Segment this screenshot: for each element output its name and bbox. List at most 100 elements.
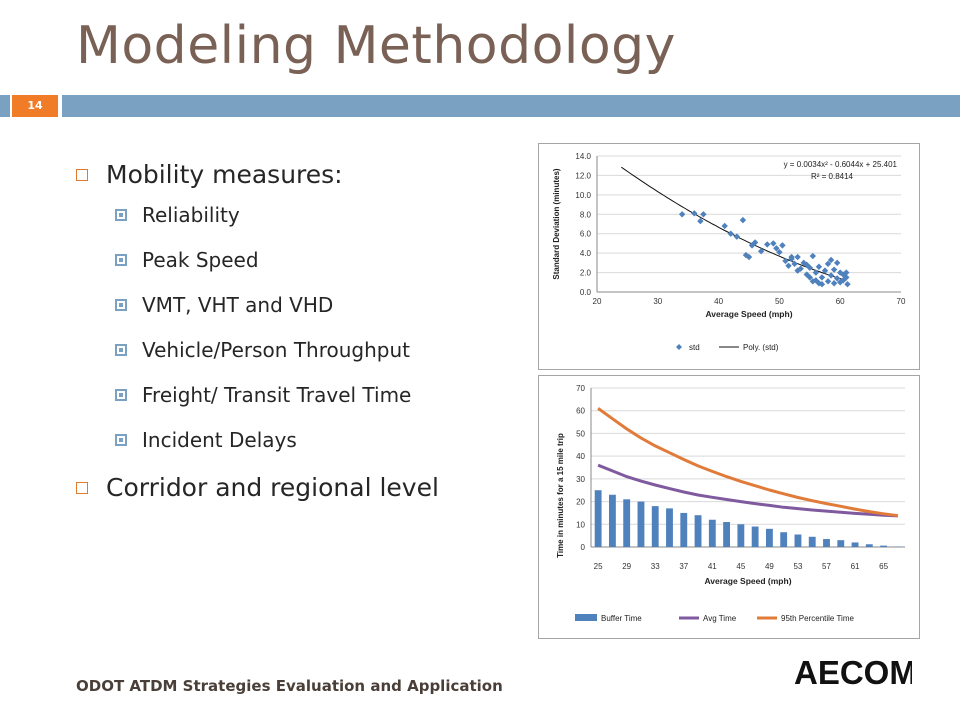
x-tick-label: 61 bbox=[851, 562, 860, 571]
x-tick-label: 50 bbox=[775, 297, 784, 306]
x-tick-label: 37 bbox=[679, 562, 688, 571]
y-tick-label: 0 bbox=[581, 543, 586, 552]
y-tick-label: 14.0 bbox=[575, 152, 591, 161]
line-avg-time bbox=[597, 463, 898, 518]
bar-buffer-time bbox=[780, 532, 788, 547]
y-tick-label: 0.0 bbox=[580, 288, 592, 297]
trendline-equation: y = 0.0034x² - 0.6044x + 25.401 bbox=[784, 160, 898, 169]
x-tick-label: 29 bbox=[622, 562, 631, 571]
bar-buffer-time bbox=[623, 499, 631, 547]
x-axis-label: Average Speed (mph) bbox=[705, 309, 792, 319]
travel-time-chart-panel: 0 10 20 30 40 50 60 70 25 29 33 37 41 45 49 53 57 61 65 Ave… bbox=[538, 375, 920, 639]
sub-bullet-peak-speed: Peak Speed bbox=[115, 248, 520, 272]
y-tick-label: 70 bbox=[576, 384, 585, 393]
y-tick-label: 6.0 bbox=[580, 230, 592, 239]
scatter-chart-panel: 0.0 2.0 4.0 6.0 8.0 10.0 12.0 14.0 20 30 40 50 60 70 y… bbox=[538, 143, 920, 370]
y-tick-label: 12.0 bbox=[575, 171, 591, 180]
scatter-point bbox=[824, 278, 832, 285]
x-tick-label: 49 bbox=[765, 562, 774, 571]
r-squared-label: R² = 0.8414 bbox=[811, 172, 854, 181]
sub-bullet-travel-time: Freight/ Transit Travel Time bbox=[115, 383, 520, 407]
scatter-point bbox=[791, 260, 798, 268]
bar-buffer-time bbox=[737, 524, 745, 547]
scatter-point bbox=[678, 211, 686, 218]
y-axis-label: Time in minutes for a 15 mile trip bbox=[556, 433, 565, 558]
aecom-logo: AECOM bbox=[794, 654, 912, 690]
bullet-mobility-measures: Mobility measures: bbox=[76, 160, 520, 189]
sub-bullet-text: Reliability bbox=[142, 203, 240, 227]
x-tick-label: 25 bbox=[594, 562, 603, 571]
x-tick-label: 41 bbox=[708, 562, 717, 571]
filled-square-bullet-icon bbox=[115, 344, 127, 356]
scatter-point bbox=[812, 269, 820, 276]
y-tick-label: 40 bbox=[576, 452, 585, 461]
scatter-point bbox=[691, 210, 698, 217]
bar-buffer-time bbox=[708, 519, 716, 547]
header-band-left bbox=[0, 95, 10, 117]
bar-buffer-time bbox=[723, 522, 731, 547]
filled-square-bullet-icon bbox=[115, 209, 127, 221]
y-tick-label: 2.0 bbox=[580, 269, 592, 278]
legend-label: Avg Time bbox=[703, 614, 737, 623]
scatter-point bbox=[782, 257, 789, 265]
sub-bullet-incident-delays: Incident Delays bbox=[115, 428, 520, 452]
filled-square-bullet-icon bbox=[115, 254, 127, 266]
sub-bullet-text: Incident Delays bbox=[142, 428, 297, 452]
x-tick-label: 53 bbox=[794, 562, 803, 571]
scatter-point bbox=[727, 230, 734, 237]
bar-buffer-time bbox=[680, 512, 688, 547]
legend-label: 95th Percentile Time bbox=[781, 614, 854, 623]
bar-buffer-time bbox=[823, 539, 830, 547]
scatter-point bbox=[785, 262, 792, 269]
scatter-point bbox=[779, 242, 786, 249]
sub-bullet-reliability: Reliability bbox=[115, 203, 520, 227]
filled-square-bullet-icon bbox=[115, 299, 127, 311]
x-tick-label: 30 bbox=[653, 297, 662, 306]
bar-buffer-time bbox=[694, 515, 702, 547]
y-tick-label: 10 bbox=[576, 520, 585, 529]
sub-bullet-text: VMT, VHT and VHD bbox=[142, 293, 334, 317]
sub-bullet-throughput: Vehicle/Person Throughput bbox=[115, 338, 520, 362]
scatter-point bbox=[764, 241, 771, 248]
x-tick-label: 33 bbox=[651, 562, 660, 571]
bullet-list: Mobility measures: Reliability Peak Spee… bbox=[76, 160, 520, 516]
y-tick-label: 20 bbox=[576, 498, 585, 507]
legend-marker-buffer-time bbox=[575, 614, 597, 621]
scatter-point bbox=[830, 280, 838, 287]
bullet-text: Corridor and regional level bbox=[106, 473, 439, 502]
bar-buffer-time bbox=[594, 490, 602, 547]
bar-buffer-time bbox=[765, 528, 773, 547]
legend-label: Poly. (std) bbox=[743, 343, 779, 352]
legend-label: std bbox=[689, 343, 700, 352]
trendline bbox=[621, 166, 847, 281]
x-tick-label: 70 bbox=[897, 297, 906, 306]
scatter-point bbox=[830, 266, 838, 273]
travel-time-chart: 0 10 20 30 40 50 60 70 25 29 33 37 41 45 49 53 57 61 65 Ave… bbox=[556, 384, 905, 623]
x-axis-label: Average Speed (mph) bbox=[704, 576, 791, 586]
legend-marker-std bbox=[676, 344, 682, 350]
x-tick-label: 45 bbox=[736, 562, 745, 571]
scatter-point bbox=[800, 259, 807, 267]
y-axis-label: Standard Deviation (minutes) bbox=[552, 168, 561, 279]
bar-buffer-time bbox=[651, 506, 659, 547]
scatter-point bbox=[827, 272, 835, 279]
bar-buffer-time bbox=[608, 494, 616, 547]
scatter-point bbox=[843, 269, 850, 276]
bullet-corridor-regional: Corridor and regional level bbox=[76, 473, 520, 502]
scatter-point bbox=[794, 253, 801, 261]
scatter-point bbox=[840, 271, 847, 278]
scatter-point bbox=[700, 211, 707, 218]
y-tick-label: 10.0 bbox=[575, 191, 591, 200]
scatter-point bbox=[794, 267, 801, 274]
scatter-point bbox=[721, 222, 728, 230]
slide-number: 14 bbox=[12, 95, 58, 117]
y-tick-label: 4.0 bbox=[580, 249, 592, 258]
bar-buffer-time bbox=[865, 544, 873, 547]
scatter-chart: 0.0 2.0 4.0 6.0 8.0 10.0 12.0 14.0 20 30 40 50 60 70 y… bbox=[552, 152, 906, 352]
x-tick-label: 20 bbox=[593, 297, 602, 306]
bar-buffer-time bbox=[751, 526, 759, 547]
y-tick-label: 60 bbox=[576, 407, 585, 416]
footer-text: ODOT ATDM Strategies Evaluation and Appl… bbox=[76, 677, 503, 695]
scatter-point bbox=[844, 281, 851, 288]
bar-buffer-time bbox=[880, 545, 888, 547]
